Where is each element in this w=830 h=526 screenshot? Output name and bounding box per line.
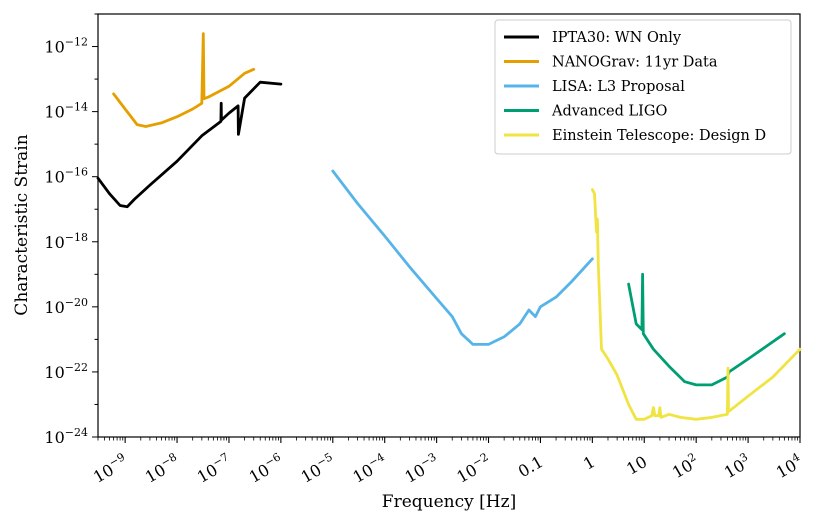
y-tick-label: 10−12 [44, 36, 88, 57]
y-tick-label: 10−16 [44, 166, 88, 187]
legend-label-4: Advanced LIGO [551, 104, 667, 120]
x-tick-label: 10−9 [89, 450, 131, 486]
x-tick-label: 102 [668, 450, 702, 482]
legend: IPTA30: WN Only NANOGrav: 11yr Data LISA: … [494, 19, 792, 155]
x-tick-label: 10−3 [400, 450, 442, 486]
y-tick-label: 10−18 [44, 231, 88, 252]
y-axis: 10−24 10−22 10−20 10−18 10−16 10−14 10−12 [44, 13, 98, 447]
x-tick-label: 1 [580, 452, 598, 474]
x-tick-label: 10−8 [141, 450, 183, 486]
legend-label-1: IPTA30: WN Only [552, 30, 682, 46]
x-tick-label: 10−2 [452, 450, 494, 486]
x-tick-label: 10 [623, 452, 650, 479]
series-line-3 [331, 169, 594, 346]
x-axis: 10−9 10−8 10−7 10−6 10−5 10−410−3 10−2 0.1 1 10 10… [89, 437, 806, 487]
y-axis-title: Characteristic Strain [12, 134, 32, 315]
legend-label-3: LISA: L3 Proposal [552, 79, 685, 95]
x-tick-label: 10−7 [193, 450, 235, 486]
x-axis-title: Frequency [Hz] [382, 492, 516, 512]
y-tick-label: 10−24 [44, 426, 88, 447]
x-tick-label: 10−4 [349, 450, 391, 486]
series-line-5 [591, 188, 802, 421]
x-tick-label: 103 [720, 450, 754, 482]
x-tick-label: 0.1 [515, 452, 547, 481]
legend-label-5: Einstein Telescope: Design D [552, 128, 766, 144]
x-tick-label: 10−6 [245, 450, 287, 486]
series-line-1 [96, 80, 283, 209]
x-tick-label: 10−5 [297, 450, 339, 486]
series-line-2 [112, 32, 256, 128]
series-layer [96, 32, 802, 421]
plot-area-frame [97, 13, 801, 438]
legend-box [494, 19, 792, 155]
x-tick-label: 104 [772, 450, 806, 482]
y-tick-label: 10−20 [44, 296, 88, 317]
y-tick-label: 10−14 [44, 101, 88, 122]
series-line-4 [627, 272, 786, 387]
legend-label-2: NANOGrav: 11yr Data [552, 55, 718, 71]
y-tick-label: 10−22 [44, 361, 88, 382]
